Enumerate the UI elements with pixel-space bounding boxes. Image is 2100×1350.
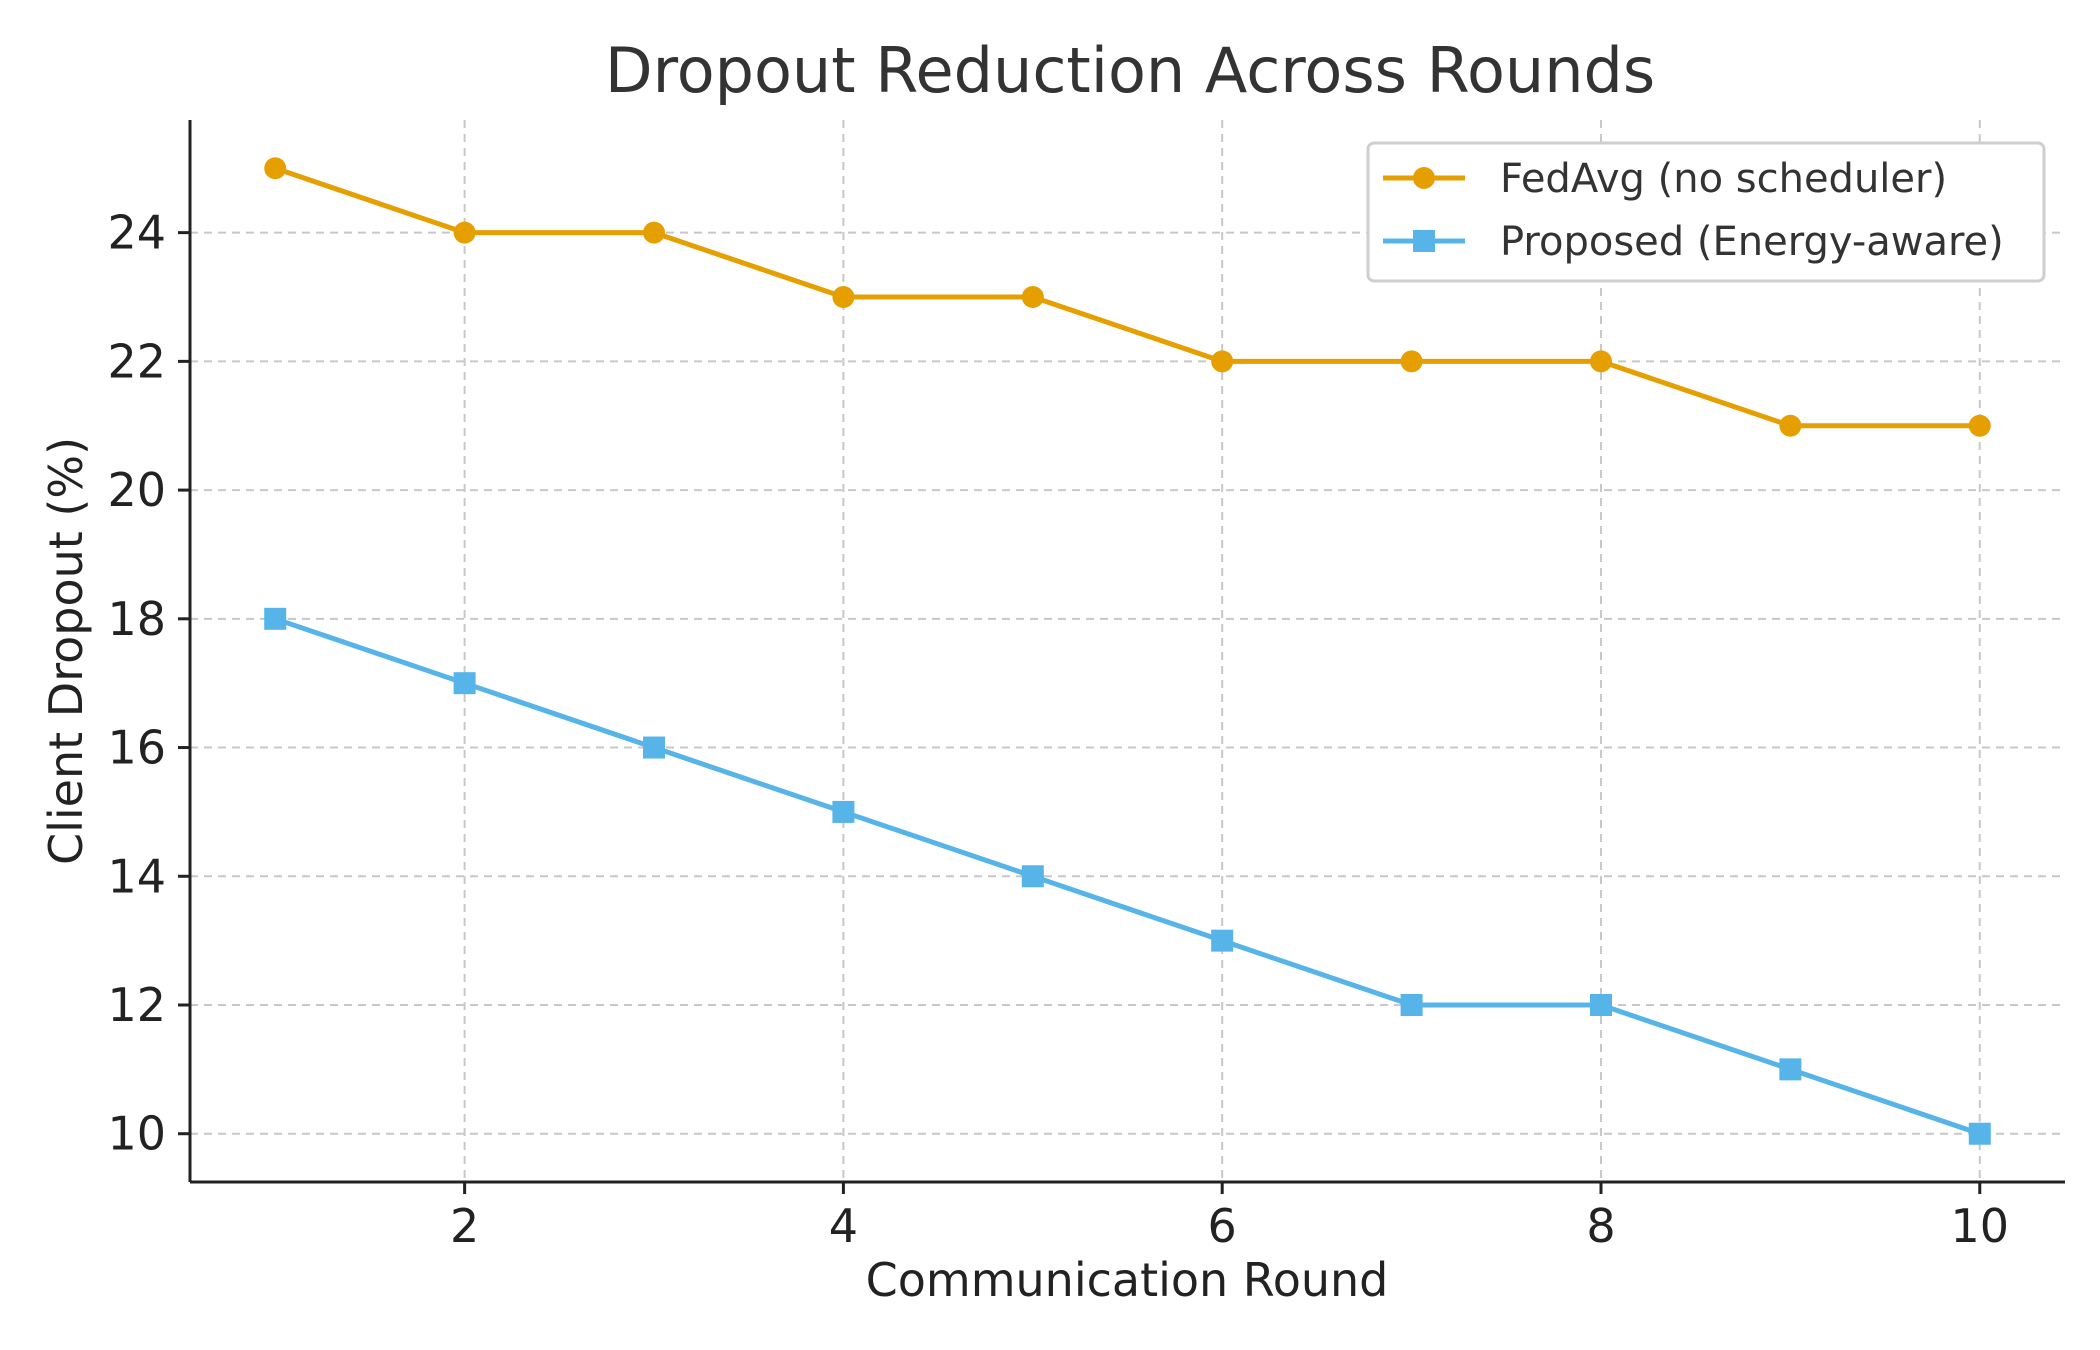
- data-point-fedavg: [1589, 350, 1612, 373]
- series-fedavg: [264, 157, 1991, 437]
- series-line-proposed: [274, 616, 1981, 1137]
- y-tick-label: 24: [107, 206, 166, 260]
- legend-marker-fedavg: [1413, 167, 1435, 189]
- data-point-proposed: [1021, 865, 1044, 888]
- y-tick-label: 12: [107, 978, 166, 1032]
- data-point-proposed: [1779, 1058, 1802, 1081]
- series-line-fedavg: [274, 165, 1980, 429]
- x-tick-label: 10: [1950, 1199, 2009, 1253]
- legend-marker-proposed: [1413, 230, 1435, 252]
- y-tick-label: 20: [107, 463, 166, 517]
- x-tick-label: 6: [1208, 1199, 1237, 1253]
- data-point-fedavg: [264, 157, 287, 180]
- series-layer: [264, 157, 1991, 1145]
- y-tick-label: 22: [107, 334, 166, 388]
- data-point-fedavg: [1400, 350, 1423, 373]
- data-point-proposed: [1211, 929, 1234, 952]
- x-axis-label: Communication Round: [866, 1253, 1389, 1307]
- y-tick-label: 18: [107, 592, 166, 646]
- chart-title: Dropout Reduction Across Rounds: [605, 34, 1655, 107]
- data-point-proposed: [264, 607, 287, 630]
- series-proposed: [264, 607, 1991, 1145]
- data-point-fedavg: [1779, 414, 1802, 437]
- data-point-fedavg: [643, 221, 666, 244]
- data-point-proposed: [1968, 1122, 1991, 1145]
- legend-box: [1366, 141, 2046, 283]
- data-point-proposed: [453, 672, 476, 695]
- data-point-proposed: [1589, 994, 1612, 1016]
- x-tick-label: 8: [1586, 1199, 1615, 1253]
- legend-label-proposed: Proposed (Energy-aware): [1500, 219, 2004, 265]
- data-point-proposed: [1400, 994, 1423, 1016]
- data-point-fedavg: [832, 286, 855, 308]
- x-axis-ticks: 2 4 6 8 10: [450, 1182, 2009, 1253]
- y-axis-ticks: 10 12 14 16 18 20 22 24: [107, 206, 190, 1161]
- y-tick-label: 16: [107, 721, 166, 775]
- y-tick-label: 14: [107, 849, 166, 903]
- data-point-proposed: [832, 800, 855, 823]
- data-point-fedavg: [1021, 286, 1044, 308]
- x-tick-label: 2: [450, 1199, 479, 1253]
- x-tick-label: 4: [829, 1199, 858, 1253]
- data-point-fedavg: [453, 221, 476, 244]
- data-point-fedavg: [1211, 350, 1234, 373]
- legend-label-fedavg: FedAvg (no scheduler): [1500, 156, 1947, 202]
- data-point-proposed: [643, 736, 666, 759]
- data-point-fedavg: [1968, 414, 1991, 437]
- y-axis-label: Client Dropout (%): [39, 437, 93, 865]
- legend: FedAvg (no scheduler) Proposed (Energy-a…: [1366, 141, 2046, 283]
- y-tick-label: 10: [107, 1107, 166, 1161]
